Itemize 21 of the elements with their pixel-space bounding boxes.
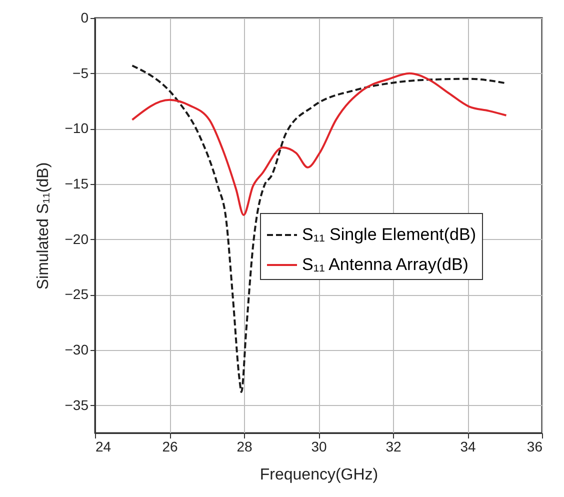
x-tick-label: 30 bbox=[311, 438, 327, 454]
y-tick-label: −5 bbox=[72, 64, 89, 81]
x-tick-label: 26 bbox=[162, 438, 178, 454]
y-tick-label: −20 bbox=[64, 230, 89, 247]
y-tick-label: 0 bbox=[80, 10, 89, 26]
y-tick-label: −25 bbox=[64, 286, 89, 302]
x-tick-label: 28 bbox=[236, 438, 252, 454]
x-tick-label: 36 bbox=[526, 438, 543, 454]
y-axis-title: Simulated S₁₁(dB) bbox=[34, 162, 52, 290]
legend-label: S₁₁ Single Element(dB) bbox=[302, 225, 476, 244]
x-tick-label: 32 bbox=[386, 438, 402, 454]
x-tick-label: 24 bbox=[96, 438, 112, 454]
x-axis-title: Frequency(GHz) bbox=[260, 466, 378, 484]
y-tick-label: −10 bbox=[64, 120, 89, 136]
y-tick-label: −35 bbox=[64, 396, 89, 413]
legend-label: S₁₁ Antenna Array(dB) bbox=[302, 255, 468, 274]
line-series bbox=[131, 72, 508, 216]
line-series bbox=[131, 64, 508, 394]
x-tick-label: 34 bbox=[460, 438, 476, 454]
y-tick-label: −30 bbox=[64, 342, 89, 358]
y-tick-label: −15 bbox=[64, 176, 89, 192]
